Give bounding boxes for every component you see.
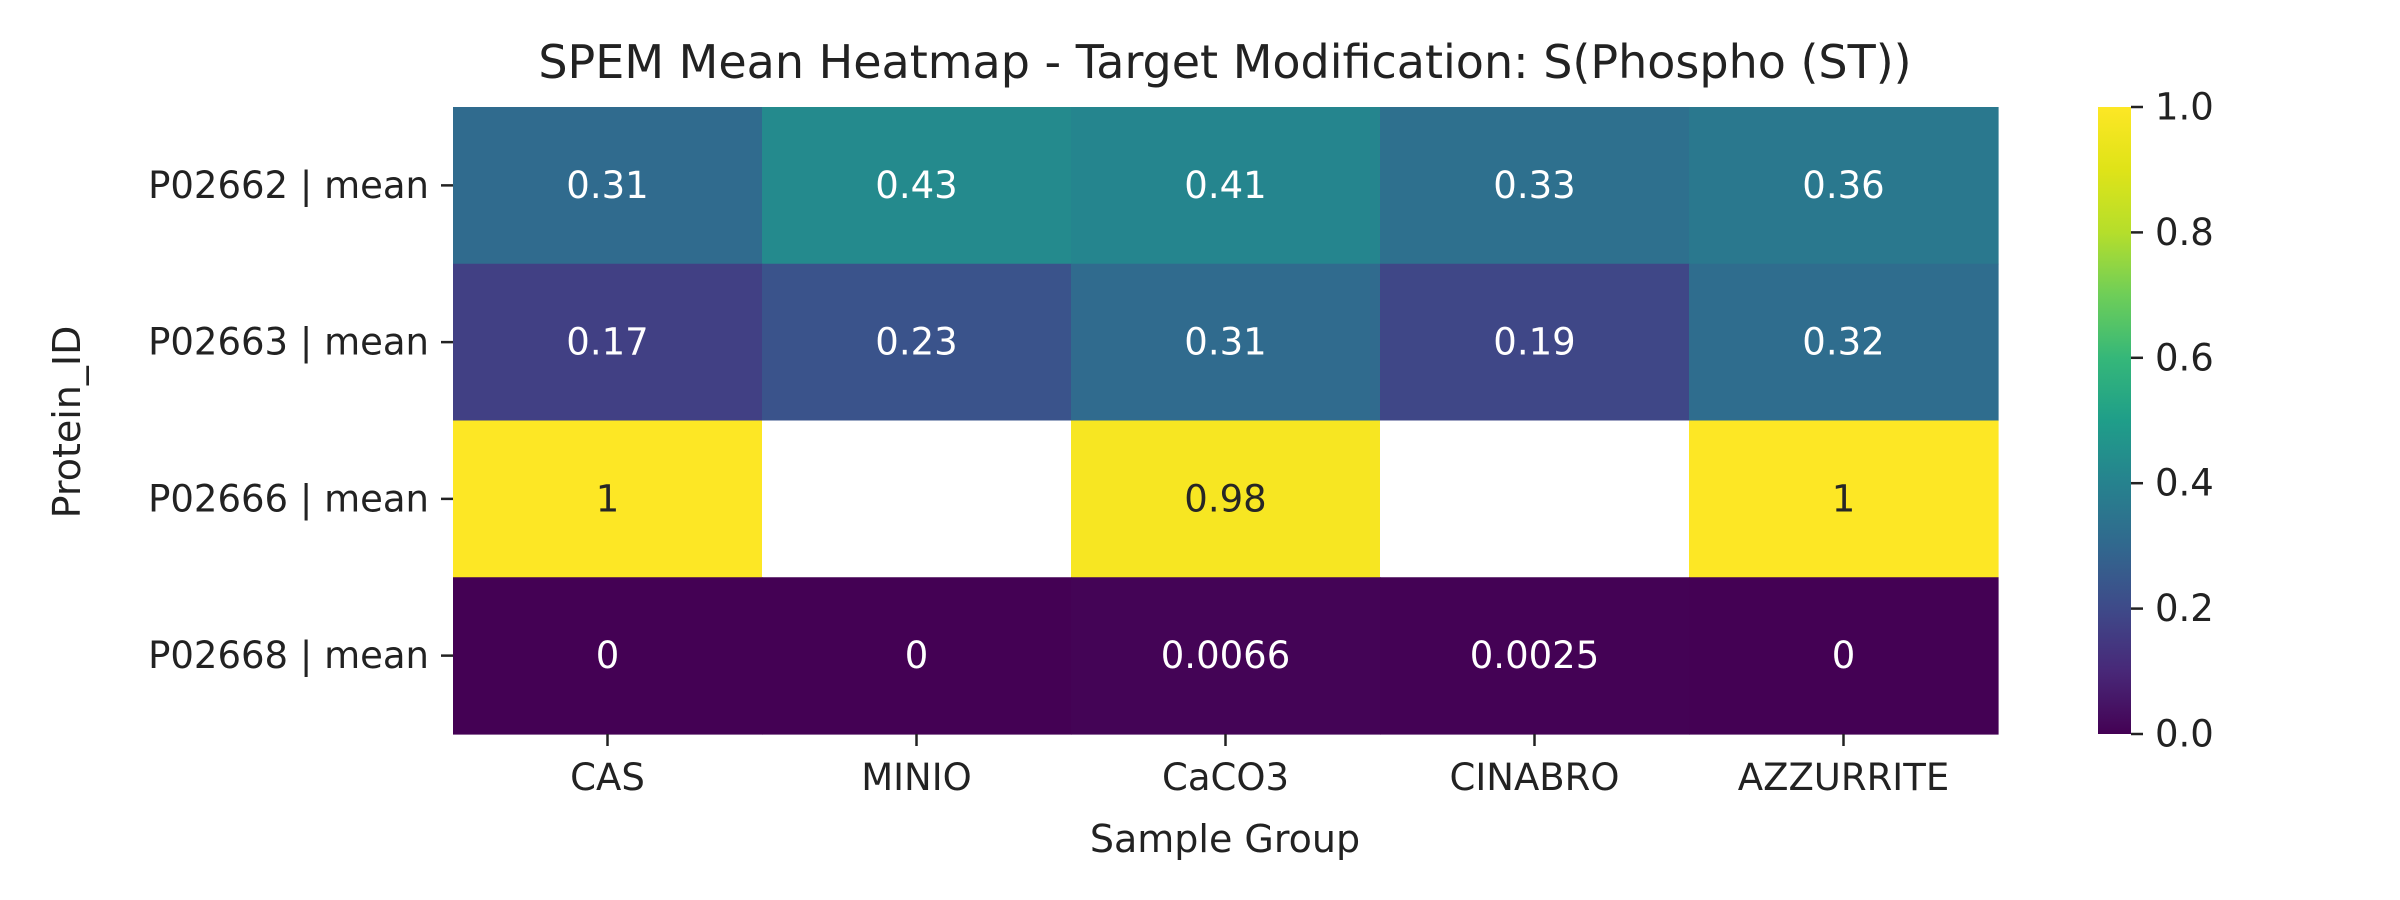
colorbar-ticks: 0.0 0.2 0.4 0.6 0.8 1.0: [2131, 86, 2214, 756]
colorbar-tick-label: 0.0: [2155, 713, 2214, 756]
cell-value-label: 0.0066: [1161, 634, 1290, 677]
cell-value-label: 0.32: [1802, 321, 1884, 364]
heatmap-cell: [762, 107, 1072, 265]
heatmap-cell: [1689, 420, 1999, 578]
colorbar-tick-label: 1.0: [2155, 86, 2214, 129]
heatmap-cell: [453, 107, 763, 265]
y-axis-label: Protein_ID: [45, 326, 89, 519]
heatmap-cell: [762, 420, 1072, 578]
heatmap-cell: [762, 577, 1072, 735]
chart-title: SPEM Mean Heatmap - Target Modification:…: [538, 35, 1911, 89]
heatmap-cell: [453, 577, 763, 735]
heatmap-cell: [1071, 263, 1381, 422]
y-tick-label: P02666 | mean: [148, 477, 429, 520]
cell-value-label: 1: [596, 477, 620, 520]
y-tick-label: P02668 | mean: [148, 634, 429, 677]
heatmap-cell: [1380, 107, 1690, 265]
heatmap-cell: [1380, 420, 1690, 578]
colorbar-tick-label: 0.6: [2155, 336, 2214, 379]
heatmap-cell: [1380, 263, 1690, 422]
cell-value-label: 0.0025: [1470, 634, 1599, 677]
x-tick-label: CINABRO: [1450, 756, 1620, 799]
colorbar-tick-label: 0.2: [2155, 587, 2214, 630]
heatmap-cell: [1071, 107, 1381, 265]
heatmap-cell: [453, 263, 763, 422]
x-tick-label: CaCO3: [1162, 756, 1289, 799]
cell-value-label: 0: [905, 634, 929, 677]
y-tick-label: P02663 | mean: [148, 321, 429, 364]
cell-value-label: 0.23: [875, 321, 957, 364]
y-tick-label: P02662 | mean: [148, 164, 429, 207]
x-axis-label: Sample Group: [1090, 817, 1360, 861]
x-tick-label: AZZURRITE: [1738, 756, 1949, 799]
heatmap-cell: [1071, 577, 1381, 735]
cell-value-label: 0.36: [1802, 164, 1884, 207]
cell-value-label: 0.98: [1184, 477, 1266, 520]
cell-value-label: 1: [1832, 477, 1856, 520]
colorbar: [2098, 107, 2131, 734]
cell-value-label: 0: [596, 634, 620, 677]
y-axis: P02662 | mean P02663 | mean P02666 | mean P…: [148, 164, 453, 677]
x-tick-label: CAS: [570, 756, 645, 799]
heatmap-cell: [1689, 263, 1999, 422]
heatmap-cell: [762, 263, 1072, 422]
heatmap-cell: [1689, 577, 1999, 735]
heatmap-cells: 0.31 0.43 0.41 0.33 0.36 0.17 0.23 0.31 0.19 0.32…: [453, 107, 1999, 735]
colorbar-tick-label: 0.4: [2155, 462, 2214, 505]
cell-value-label: 0.41: [1184, 164, 1266, 207]
x-tick-label: MINIO: [861, 756, 972, 799]
colorbar-tick-label: 0.8: [2155, 211, 2214, 254]
cell-value-label: 0.33: [1493, 164, 1575, 207]
cell-value-label: 0.19: [1493, 321, 1575, 364]
cell-value-label: 0.31: [566, 164, 648, 207]
heatmap-cell: [453, 420, 763, 578]
x-axis: CAS MINIO CaCO3 CINABRO AZZURRITE: [570, 734, 1949, 799]
heatmap-cell: [1689, 107, 1999, 265]
cell-value-label: 0.43: [875, 164, 957, 207]
cell-value-label: 0.17: [566, 321, 648, 364]
cell-value-label: 0.31: [1184, 321, 1266, 364]
cell-value-label: 0: [1832, 634, 1856, 677]
heatmap-cell: [1071, 420, 1381, 578]
heatmap-cell: [1380, 577, 1690, 735]
